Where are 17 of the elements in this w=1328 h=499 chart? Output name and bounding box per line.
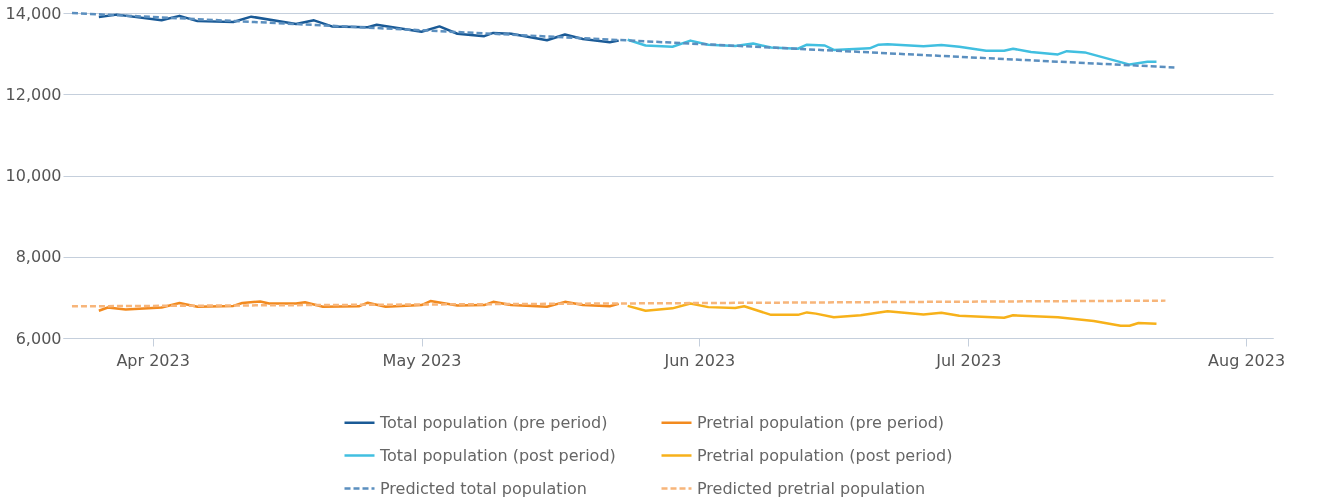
x-tick-label: Jun 2023 (663, 350, 736, 370)
y-tick-label: 14,000 (5, 3, 62, 23)
y-tick-label: 12,000 (5, 84, 62, 104)
legend-label: Pretrial population (pre period) (697, 412, 945, 432)
y-tick-label: 8,000 (15, 247, 62, 267)
legend-label: Total population (post period) (379, 445, 616, 465)
line-series (626, 302, 1158, 328)
x-tick-label: May 2023 (382, 350, 462, 370)
x-tick-label: Aug 2023 (1208, 350, 1286, 370)
legend-label: Pretrial population (post period) (697, 445, 953, 465)
y-tick-label: 10,000 (5, 166, 62, 185)
x-tick-label: Jul 2023 (935, 350, 1002, 370)
legend-label: Total population (pre period) (379, 412, 608, 432)
y-tick-label: 6,000 (15, 328, 62, 348)
legend-label: Predicted pretrial population (697, 478, 926, 498)
legend-label: Predicted total population (380, 478, 588, 498)
x-tick-label: Apr 2023 (116, 350, 190, 370)
